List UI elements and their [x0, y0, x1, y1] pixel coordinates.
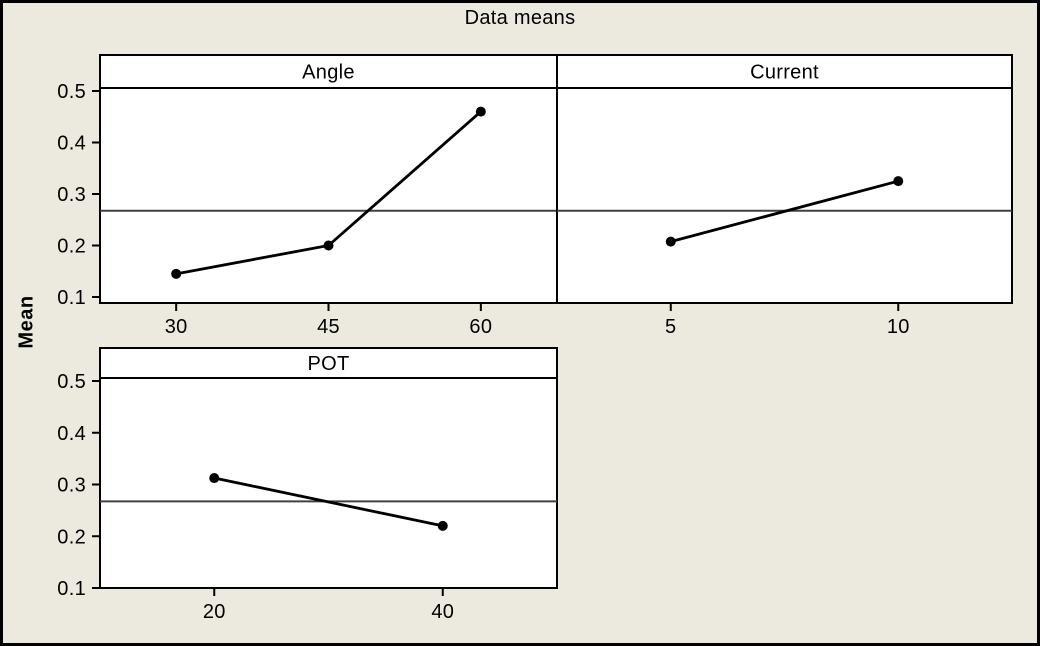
y-tick-label: 0.1 — [57, 287, 86, 309]
y-tick-label: 0.5 — [57, 371, 86, 393]
y-tick-label: 0.2 — [57, 526, 86, 548]
panel-current: Current 5 10 — [556, 54, 1013, 338]
y-tick-label: 0.4 — [57, 133, 86, 155]
data-point — [893, 176, 904, 187]
panel-title: Angle — [302, 62, 355, 84]
series-line — [212, 476, 445, 528]
x-tick-label: 45 — [317, 316, 340, 338]
panel-plot-area — [556, 87, 1013, 304]
y-tick-label: 0.3 — [57, 475, 86, 497]
panel-plot-area — [99, 377, 558, 589]
x-tick-label: 40 — [431, 601, 454, 623]
data-point — [209, 473, 220, 484]
y-tick-label: 0.4 — [57, 423, 86, 445]
x-tick-label: 30 — [165, 316, 188, 338]
y-tick-label: 0.5 — [57, 81, 86, 103]
x-tick-label: 60 — [469, 316, 492, 338]
data-point — [323, 240, 334, 251]
data-point — [171, 268, 182, 279]
panel-plot-area — [99, 87, 558, 304]
data-point — [665, 236, 676, 247]
series-line — [669, 179, 900, 244]
x-tick-label: 20 — [203, 601, 226, 623]
x-tick-label: 10 — [887, 316, 910, 338]
data-point — [437, 520, 448, 531]
data-point — [475, 106, 486, 117]
panel-header — [99, 347, 558, 379]
x-tick-label: 5 — [665, 316, 676, 338]
y-tick-label: 0.2 — [57, 236, 86, 258]
panel-title: Current — [750, 62, 819, 84]
panel-title: POT — [307, 353, 349, 375]
panel-angle: Angle 0.1 0.2 0.3 0.4 0.5 30 45 60 — [57, 54, 558, 338]
chart-title: Data means — [464, 7, 576, 29]
panel-pot: POT 0.1 0.2 0.3 0.4 0.5 20 40 — [57, 347, 558, 623]
y-tick-label: 0.3 — [57, 184, 86, 206]
y-tick-label: 0.1 — [57, 578, 86, 600]
